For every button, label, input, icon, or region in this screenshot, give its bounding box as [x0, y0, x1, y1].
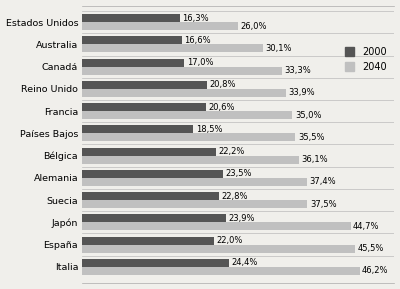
Bar	[82, 36, 182, 45]
Bar	[82, 267, 360, 275]
Text: 36,1%: 36,1%	[302, 155, 328, 164]
Bar	[82, 192, 219, 200]
Text: 16,6%: 16,6%	[184, 36, 211, 45]
Legend: 2000, 2040: 2000, 2040	[342, 44, 390, 75]
Text: 22,0%: 22,0%	[217, 236, 243, 245]
Bar	[82, 148, 216, 155]
Text: 22,2%: 22,2%	[218, 147, 244, 156]
Text: 44,7%: 44,7%	[353, 222, 380, 231]
Bar	[82, 236, 214, 244]
Text: 46,2%: 46,2%	[362, 266, 388, 275]
Bar	[82, 67, 282, 75]
Bar	[82, 14, 180, 22]
Bar	[82, 259, 229, 267]
Text: 24,4%: 24,4%	[231, 258, 258, 267]
Bar	[82, 214, 226, 222]
Text: 26,0%: 26,0%	[241, 22, 267, 31]
Bar	[82, 103, 206, 111]
Bar	[82, 59, 184, 67]
Bar	[82, 45, 263, 53]
Text: 33,9%: 33,9%	[288, 88, 315, 97]
Text: 45,5%: 45,5%	[358, 244, 384, 253]
Bar	[82, 170, 223, 178]
Bar	[82, 22, 238, 30]
Text: 17,0%: 17,0%	[187, 58, 213, 67]
Text: 30,1%: 30,1%	[266, 44, 292, 53]
Bar	[82, 155, 299, 164]
Bar	[82, 222, 351, 230]
Bar	[82, 81, 207, 89]
Text: 16,3%: 16,3%	[182, 14, 209, 23]
Text: 20,8%: 20,8%	[210, 80, 236, 89]
Text: 35,0%: 35,0%	[295, 111, 321, 120]
Text: 18,5%: 18,5%	[196, 125, 222, 134]
Text: 23,5%: 23,5%	[226, 169, 252, 178]
Bar	[82, 125, 193, 134]
Text: 22,8%: 22,8%	[222, 192, 248, 201]
Text: 23,9%: 23,9%	[228, 214, 255, 223]
Bar	[82, 178, 307, 186]
Text: 37,5%: 37,5%	[310, 200, 336, 209]
Text: 33,3%: 33,3%	[285, 66, 311, 75]
Bar	[82, 89, 286, 97]
Bar	[82, 200, 308, 208]
Text: 37,4%: 37,4%	[309, 177, 336, 186]
Bar	[82, 111, 292, 119]
Text: 20,6%: 20,6%	[208, 103, 235, 112]
Bar	[82, 244, 356, 253]
Bar	[82, 134, 296, 141]
Text: 35,5%: 35,5%	[298, 133, 324, 142]
